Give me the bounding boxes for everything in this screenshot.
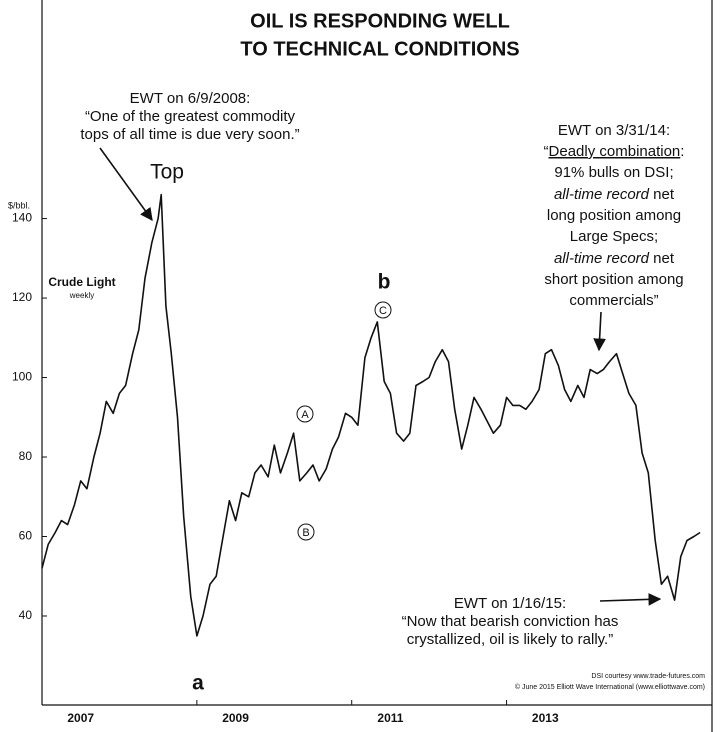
- wave-circle: [374, 301, 392, 319]
- x-tick-label: 2013: [532, 711, 559, 725]
- wave-label: C: [379, 305, 387, 317]
- wave-circle: [297, 523, 315, 541]
- y-tick-label: 100: [12, 370, 32, 384]
- annotation: EWT on 6/9/2008:: [130, 90, 251, 107]
- annotation-part: all-time record: [554, 186, 650, 203]
- annotation: “Deadly combination:: [544, 143, 685, 160]
- annotation-part: :: [680, 143, 684, 160]
- annotation: EWT on 1/16/15:: [454, 595, 566, 612]
- y-tick-label: 120: [12, 290, 32, 304]
- annotation: commercials”: [569, 292, 658, 309]
- credit: © June 2015 Elliott Wave International (…: [515, 683, 705, 691]
- chart-title: OIL IS RESPONDING WELL: [250, 10, 510, 32]
- credit: DSI courtesy www.trade-futures.com: [591, 673, 705, 680]
- annotation: EWT on 3/31/14:: [558, 122, 670, 139]
- chart-title: TO TECHNICAL CONDITIONS: [240, 38, 519, 60]
- price-line: [41, 193, 701, 637]
- annotation: tops of all time is due very soon.”: [80, 126, 299, 143]
- annotation-part: Deadly combination: [549, 143, 681, 160]
- annotation: “One of the greatest commodity: [85, 108, 296, 125]
- x-tick-label: 2007: [67, 711, 94, 725]
- annotation-part: net: [649, 186, 675, 203]
- annotation: short position among: [544, 271, 683, 288]
- annotation-part: net: [649, 250, 675, 267]
- wave-circle: [296, 405, 314, 423]
- annotation-part: all-time record: [554, 250, 650, 267]
- y-unit: $/bbl.: [8, 200, 30, 210]
- x-tick-label: 2009: [222, 711, 249, 725]
- annotation: all-time record net: [554, 186, 675, 203]
- series-sublabel: weekly: [69, 291, 94, 300]
- annotation: 91% bulls on DSI;: [554, 164, 673, 181]
- arrow: [593, 311, 606, 352]
- y-tick-label: 40: [19, 608, 33, 622]
- series-label: Crude Light: [48, 275, 115, 289]
- wave-label: A: [301, 409, 309, 421]
- y-tick-label: 140: [12, 211, 32, 225]
- annotation: Large Specs;: [570, 228, 658, 245]
- arrow: [599, 592, 662, 606]
- annotation: long position among: [547, 207, 681, 224]
- annotation: all-time record net: [554, 250, 675, 267]
- wave-label: a: [192, 672, 204, 695]
- annotation-part: “: [544, 143, 549, 160]
- annotation: “Now that bearish conviction has: [402, 613, 619, 630]
- wave-label: b: [378, 271, 391, 294]
- arrow: [99, 147, 153, 222]
- wave-label: Top: [150, 161, 184, 184]
- annotation: crystallized, oil is likely to rally.”: [407, 631, 613, 648]
- wave-label: B: [302, 527, 309, 539]
- y-tick-label: 80: [19, 449, 33, 463]
- x-tick-label: 2011: [377, 711, 403, 725]
- y-tick-label: 60: [19, 529, 33, 543]
